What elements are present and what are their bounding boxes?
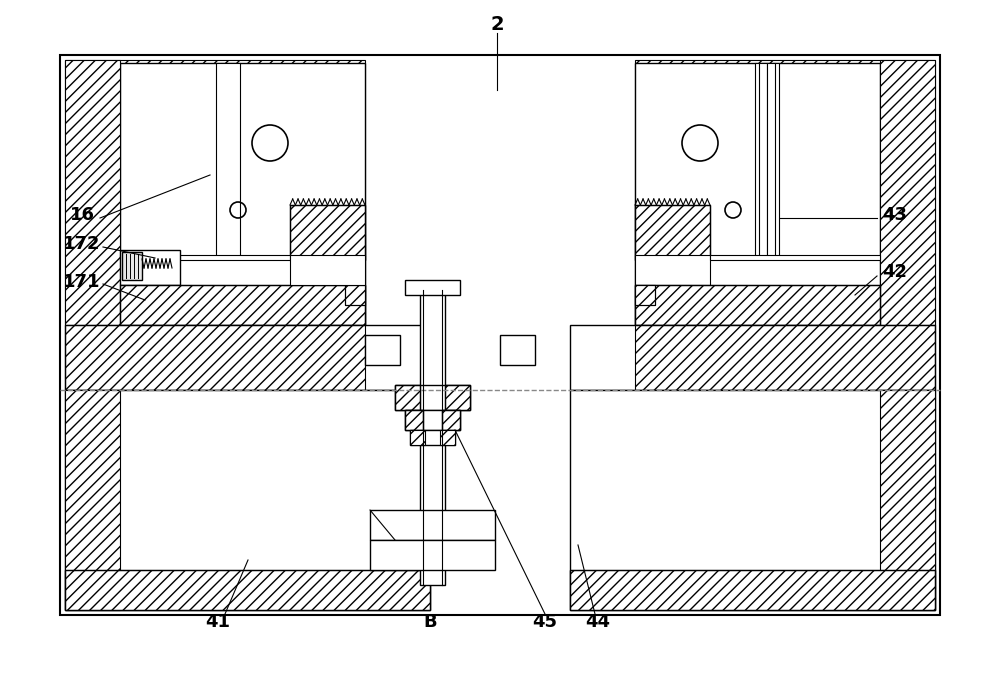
Bar (65, 390, 120, 610)
Bar (635, 205, 710, 260)
Bar (759, 63, 767, 258)
Bar (445, 385, 470, 410)
Bar (120, 285, 365, 325)
Bar (120, 285, 365, 325)
Bar (65, 390, 430, 610)
Bar (405, 410, 460, 430)
Bar (220, 63, 228, 258)
Bar (570, 325, 935, 390)
Bar (440, 430, 455, 445)
Bar (635, 285, 655, 305)
Bar (122, 252, 142, 280)
Bar (442, 410, 460, 430)
Bar (365, 335, 400, 365)
Bar (635, 63, 880, 325)
Bar (65, 325, 430, 390)
Bar (370, 540, 495, 570)
Text: 171: 171 (63, 273, 101, 291)
Bar (635, 285, 880, 325)
Bar (635, 285, 880, 325)
Bar (65, 325, 365, 390)
Bar (395, 385, 470, 410)
Bar (880, 390, 935, 610)
Bar (635, 60, 935, 325)
Bar (65, 570, 430, 610)
Bar (395, 385, 420, 410)
Bar (345, 285, 365, 305)
Bar (216, 63, 240, 258)
Text: 43: 43 (883, 206, 908, 224)
Bar (405, 410, 423, 430)
Bar (290, 205, 365, 260)
Text: 172: 172 (63, 235, 101, 253)
Bar (405, 280, 460, 295)
Bar (120, 250, 180, 285)
Bar (570, 570, 935, 610)
Bar (120, 63, 365, 325)
Bar (65, 570, 430, 610)
Text: 16: 16 (70, 206, 94, 224)
Text: 44: 44 (586, 613, 610, 631)
Text: 42: 42 (883, 263, 908, 281)
Bar (635, 205, 710, 260)
Bar (120, 255, 290, 260)
Bar (405, 410, 423, 430)
Bar (500, 335, 535, 365)
Bar (65, 60, 365, 325)
Bar (65, 60, 120, 325)
Bar (570, 570, 935, 610)
Bar (410, 430, 425, 445)
Bar (445, 385, 470, 410)
Bar (395, 385, 420, 410)
Bar (290, 255, 365, 285)
Text: 41: 41 (206, 613, 230, 631)
Bar (570, 390, 935, 610)
Bar (755, 63, 779, 258)
Bar (635, 285, 655, 305)
Bar (767, 63, 775, 258)
Bar (290, 205, 365, 260)
Bar (635, 255, 710, 285)
Text: 2: 2 (490, 15, 504, 34)
Text: B: B (423, 613, 437, 631)
Bar (880, 60, 935, 325)
Bar (410, 430, 455, 445)
Bar (635, 325, 935, 390)
Bar (228, 63, 236, 258)
Bar (442, 410, 460, 430)
Bar (710, 255, 880, 260)
Bar (60, 55, 940, 615)
Bar (420, 290, 445, 585)
Bar (345, 285, 365, 305)
Text: 45: 45 (532, 613, 558, 631)
Bar (370, 510, 495, 540)
